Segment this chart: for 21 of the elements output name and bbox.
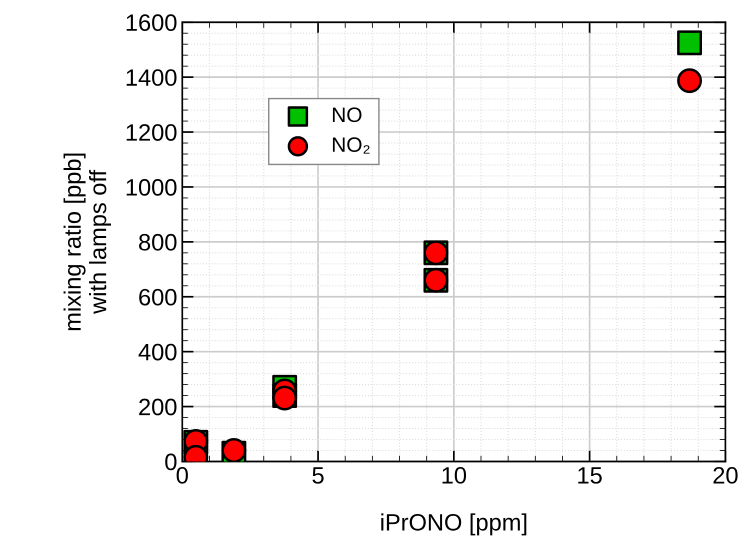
x-tick-label: 10 bbox=[442, 466, 466, 484]
x-tick-label: 15 bbox=[578, 467, 602, 484]
x-axis-title: iPrONO [ppm] bbox=[381, 513, 526, 536]
y-tick-label: 200 bbox=[139, 398, 176, 416]
x-tick-label: 20 bbox=[713, 466, 738, 484]
y-axis-title: mixing ratio [ppb] with lamps off bbox=[64, 154, 112, 330]
legend-label: NO₂ bbox=[332, 137, 370, 154]
y-tick-label: 1400 bbox=[126, 69, 176, 86]
point bbox=[677, 68, 702, 94]
y-tick-label: 800 bbox=[139, 234, 176, 251]
x-tick-label: 5 bbox=[312, 467, 324, 484]
y-tick-label: 0 bbox=[165, 454, 176, 470]
point bbox=[677, 30, 702, 56]
y-tick-label: 1200 bbox=[126, 124, 176, 141]
x-tick-label: 0 bbox=[176, 466, 188, 484]
point bbox=[272, 386, 298, 411]
y-tick-label: 1000 bbox=[126, 179, 176, 196]
y-tick-label: 600 bbox=[139, 288, 176, 306]
legend-label: NO bbox=[332, 107, 362, 122]
y-tick-label: 400 bbox=[138, 344, 176, 360]
y-tick-label: 1600 bbox=[126, 14, 176, 32]
